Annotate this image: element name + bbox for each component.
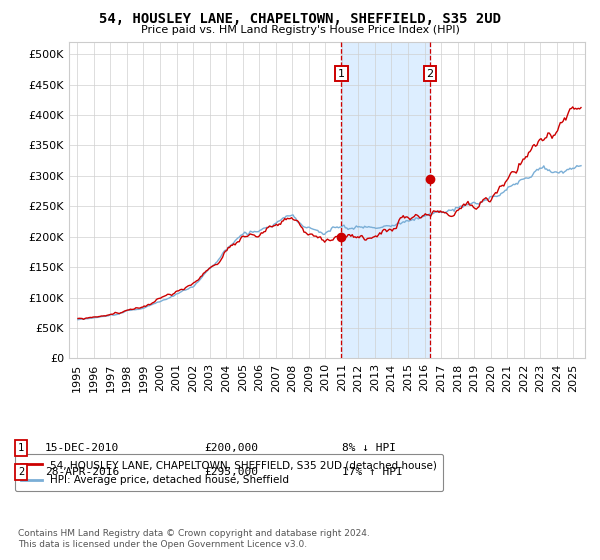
Text: Contains HM Land Registry data © Crown copyright and database right 2024.
This d: Contains HM Land Registry data © Crown c… <box>18 529 370 549</box>
Text: 8% ↓ HPI: 8% ↓ HPI <box>342 443 396 453</box>
Text: 2: 2 <box>427 69 433 78</box>
Text: £200,000: £200,000 <box>204 443 258 453</box>
Text: 15-DEC-2010: 15-DEC-2010 <box>45 443 119 453</box>
Text: Price paid vs. HM Land Registry's House Price Index (HPI): Price paid vs. HM Land Registry's House … <box>140 25 460 35</box>
Legend: 54, HOUSLEY LANE, CHAPELTOWN, SHEFFIELD, S35 2UD (detached house), HPI: Average : 54, HOUSLEY LANE, CHAPELTOWN, SHEFFIELD,… <box>15 454 443 492</box>
Text: 54, HOUSLEY LANE, CHAPELTOWN, SHEFFIELD, S35 2UD: 54, HOUSLEY LANE, CHAPELTOWN, SHEFFIELD,… <box>99 12 501 26</box>
Text: 17% ↑ HPI: 17% ↑ HPI <box>342 467 403 477</box>
Text: £295,000: £295,000 <box>204 467 258 477</box>
Text: 1: 1 <box>18 443 24 453</box>
Text: 2: 2 <box>18 467 24 477</box>
Bar <box>341 42 430 358</box>
Text: 1: 1 <box>338 69 345 78</box>
Text: 28-APR-2016: 28-APR-2016 <box>45 467 119 477</box>
